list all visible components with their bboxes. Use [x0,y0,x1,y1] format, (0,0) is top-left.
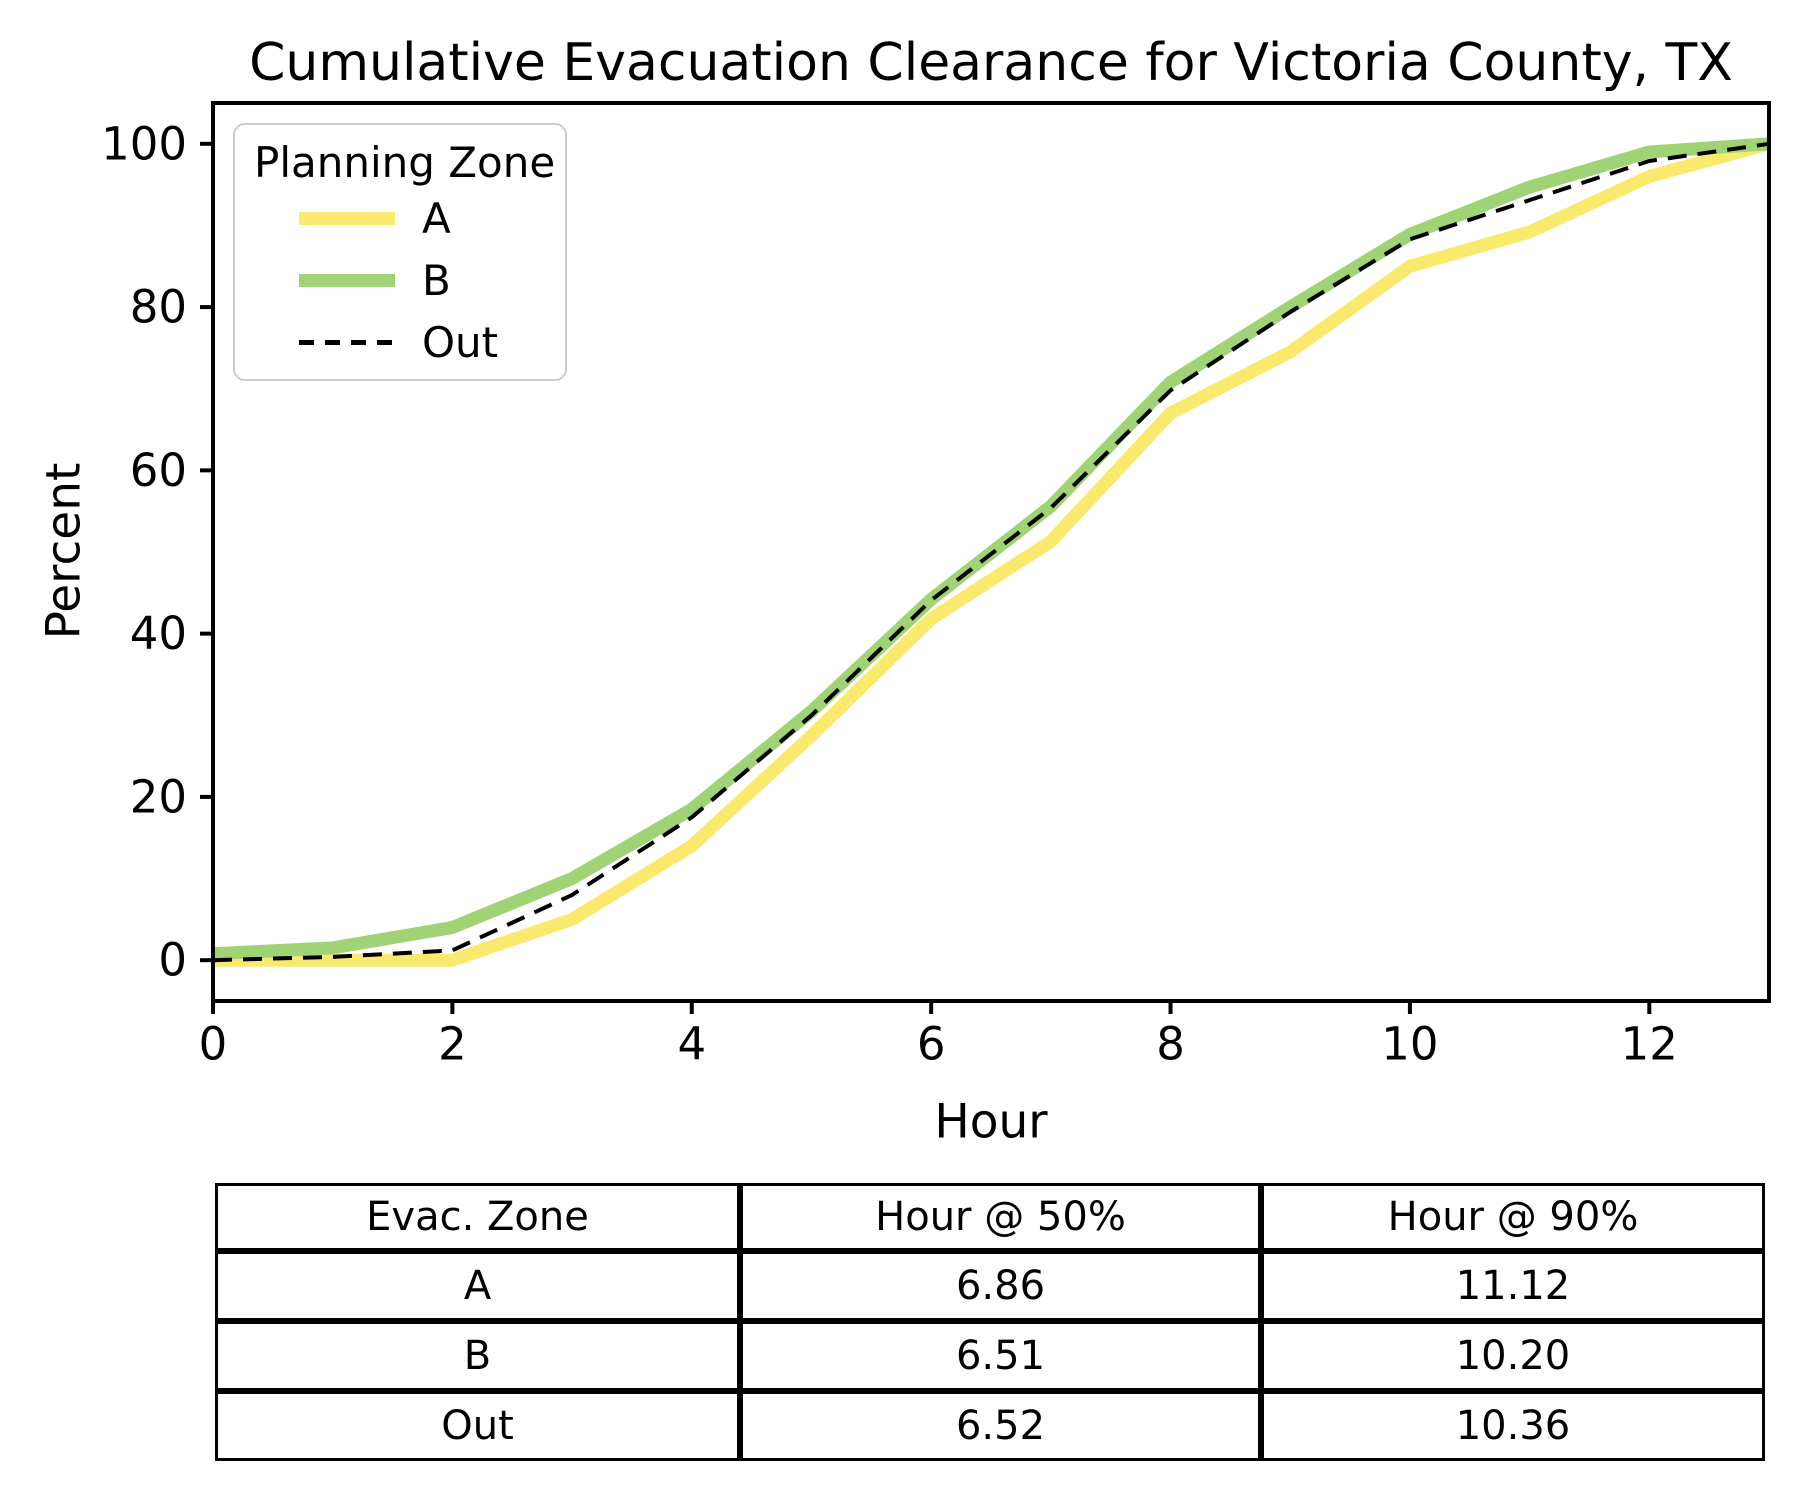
legend-label-b: B [422,255,451,305]
x-tick-label: 6 [917,1018,946,1071]
plot-border [211,101,1771,1003]
y-tick-label: 40 [130,607,187,660]
table-row-out: Out 6.52 10.36 [215,1391,1765,1461]
x-tick-label: 2 [438,1018,467,1071]
plot-area: 0 2 4 6 8 10 12 0 20 40 60 80 100 [101,101,1771,1071]
legend-label-a: A [422,193,451,243]
legend-title: Planning Zone [254,138,556,187]
table-header-row: Evac. Zone Hour @ 50% Hour @ 90% [215,1183,1765,1251]
table-cell-zone-out: Out [215,1391,740,1461]
legend-swatch-a [299,211,395,225]
table-cell-90-a: 11.12 [1261,1251,1765,1321]
x-tick-label: 10 [1381,1018,1438,1071]
series-group [212,137,1771,967]
stats-table: Evac. Zone Hour @ 50% Hour @ 90% A 6.86 … [215,1183,1765,1461]
y-tick-label: 80 [130,281,187,334]
x-tick-label: 0 [199,1018,228,1071]
table-row-b: B 6.51 10.20 [215,1321,1765,1391]
table-cell-90-out: 10.36 [1261,1391,1765,1461]
legend-item-b: B [235,249,565,311]
x-axis-ticks: 0 2 4 6 8 10 12 [199,1001,1678,1071]
x-tick-label: 4 [677,1018,706,1071]
table-header-hour90: Hour @ 90% [1261,1183,1765,1251]
legend: Planning Zone A B Out [233,123,567,381]
series-a-line [213,137,1771,967]
series-out-line [212,141,1770,963]
x-axis-label: Hour [934,1094,1048,1150]
legend-swatch-out [299,339,395,345]
chart-title: Cumulative Evacuation Clearance for Vict… [249,33,1733,93]
y-axis-label: Percent [36,462,92,640]
legend-item-a: A [235,187,565,249]
table-row-a: A 6.86 11.12 [215,1251,1765,1321]
y-tick-label: 60 [130,444,187,497]
legend-swatch-b [299,273,395,287]
y-axis-ticks: 0 20 40 60 80 100 [101,117,213,987]
table-cell-zone-a: A [215,1251,740,1321]
table-cell-50-b: 6.51 [740,1321,1261,1391]
legend-label-out: Out [422,317,499,367]
table-cell-50-a: 6.86 [740,1251,1261,1321]
table-cell-90-b: 10.20 [1261,1321,1765,1391]
table-cell-50-out: 6.52 [740,1391,1261,1461]
table-header-zone: Evac. Zone [215,1183,740,1251]
y-tick-label: 0 [158,934,187,987]
legend-item-out: Out [235,311,565,373]
y-tick-label: 20 [130,770,187,823]
x-tick-label: 12 [1621,1018,1678,1071]
table-cell-zone-b: B [215,1321,740,1391]
y-tick-label: 100 [101,117,187,170]
table-header-hour50: Hour @ 50% [740,1183,1261,1251]
x-tick-label: 8 [1156,1018,1185,1071]
